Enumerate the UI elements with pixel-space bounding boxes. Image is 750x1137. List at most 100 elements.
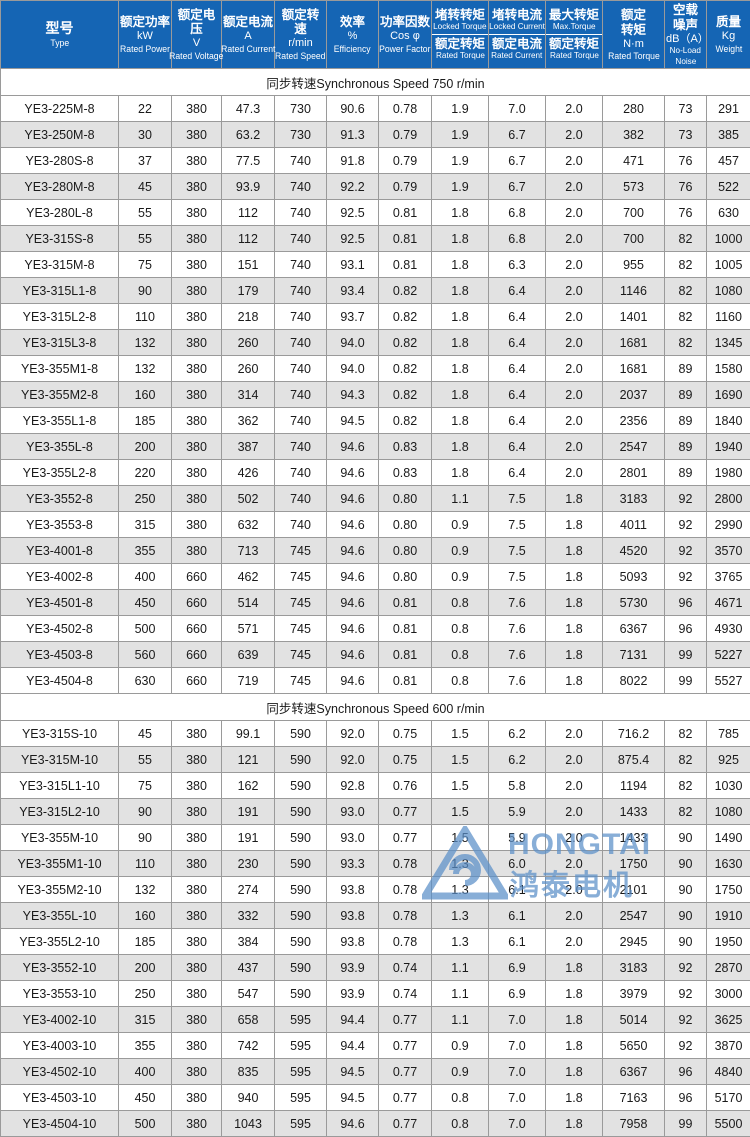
data-cell: 0.79: [379, 174, 432, 200]
data-cell: 6.4: [489, 460, 546, 486]
data-cell: 547: [222, 981, 275, 1007]
data-cell: 1.8: [546, 955, 603, 981]
data-cell: 502: [222, 486, 275, 512]
data-cell: 121: [222, 747, 275, 773]
data-cell: 0.8: [432, 590, 489, 616]
data-cell: 0.8: [432, 1111, 489, 1137]
data-cell: 380: [172, 434, 222, 460]
data-cell: 55: [119, 747, 172, 773]
data-cell: 93.9: [222, 174, 275, 200]
motor-type-cell: YE3-4503-10: [1, 1085, 119, 1111]
data-cell: 2.0: [546, 877, 603, 903]
data-cell: 785: [707, 721, 750, 747]
data-cell: 179: [222, 278, 275, 304]
data-cell: 740: [275, 200, 327, 226]
data-cell: 740: [275, 512, 327, 538]
data-cell: 82: [665, 252, 707, 278]
data-cell: 385: [707, 122, 750, 148]
data-cell: 4520: [603, 538, 665, 564]
data-cell: 1.8: [432, 252, 489, 278]
data-cell: 2.0: [546, 356, 603, 382]
header-en-bottom: Rated Current: [491, 51, 542, 61]
data-cell: 925: [707, 747, 750, 773]
data-cell: 2.0: [546, 382, 603, 408]
data-cell: 0.81: [379, 200, 432, 226]
data-cell: 63.2: [222, 122, 275, 148]
data-cell: 0.9: [432, 512, 489, 538]
data-cell: 1.3: [432, 929, 489, 955]
data-cell: 1.8: [546, 1059, 603, 1085]
data-cell: 0.81: [379, 668, 432, 694]
data-cell: 6.3: [489, 252, 546, 278]
data-cell: 2.0: [546, 96, 603, 122]
data-cell: 90.6: [327, 96, 379, 122]
data-cell: 160: [119, 382, 172, 408]
data-cell: 700: [603, 226, 665, 252]
data-cell: 1.5: [432, 825, 489, 851]
header-en-top: Locked Torque: [433, 22, 486, 32]
data-cell: 450: [119, 590, 172, 616]
data-cell: 380: [172, 538, 222, 564]
data-cell: 1043: [222, 1111, 275, 1137]
data-cell: 660: [172, 616, 222, 642]
data-cell: 380: [172, 330, 222, 356]
data-cell: 0.74: [379, 955, 432, 981]
data-cell: 7163: [603, 1085, 665, 1111]
data-cell: 1490: [707, 825, 750, 851]
data-cell: 1.3: [432, 903, 489, 929]
data-cell: 93.7: [327, 304, 379, 330]
header-unit: Cos φ: [390, 30, 420, 42]
data-cell: 595: [275, 1033, 327, 1059]
data-cell: 112: [222, 226, 275, 252]
data-cell: 660: [172, 590, 222, 616]
motor-type-cell: YE3-355M2-8: [1, 382, 119, 408]
data-cell: 1146: [603, 278, 665, 304]
header-en-bottom: Rated Torque: [436, 51, 485, 61]
data-cell: 0.82: [379, 330, 432, 356]
data-cell: 22: [119, 96, 172, 122]
data-cell: 380: [172, 174, 222, 200]
header-cn: 额定电流: [223, 15, 273, 29]
data-cell: 191: [222, 825, 275, 851]
data-cell: 1.1: [432, 1007, 489, 1033]
data-cell: 92: [665, 538, 707, 564]
data-cell: 5.9: [489, 825, 546, 851]
motor-type-cell: YE3-315S-8: [1, 226, 119, 252]
data-cell: 47.3: [222, 96, 275, 122]
data-cell: 90: [665, 929, 707, 955]
data-cell: 132: [119, 330, 172, 356]
data-cell: 380: [172, 512, 222, 538]
data-cell: 595: [275, 1111, 327, 1137]
data-cell: 96: [665, 1059, 707, 1085]
data-cell: 151: [222, 252, 275, 278]
data-cell: 380: [172, 96, 222, 122]
data-cell: 0.82: [379, 278, 432, 304]
data-cell: 740: [275, 252, 327, 278]
data-cell: 380: [172, 382, 222, 408]
data-cell: 380: [172, 486, 222, 512]
data-cell: 740: [275, 148, 327, 174]
data-cell: 571: [222, 616, 275, 642]
data-cell: 745: [275, 538, 327, 564]
data-cell: 426: [222, 460, 275, 486]
data-cell: 94.6: [327, 486, 379, 512]
header-cn-a: 额定: [621, 8, 646, 22]
data-cell: 93.4: [327, 278, 379, 304]
data-cell: 3870: [707, 1033, 750, 1059]
header-unit: N·m: [623, 38, 644, 50]
data-cell: 387: [222, 434, 275, 460]
